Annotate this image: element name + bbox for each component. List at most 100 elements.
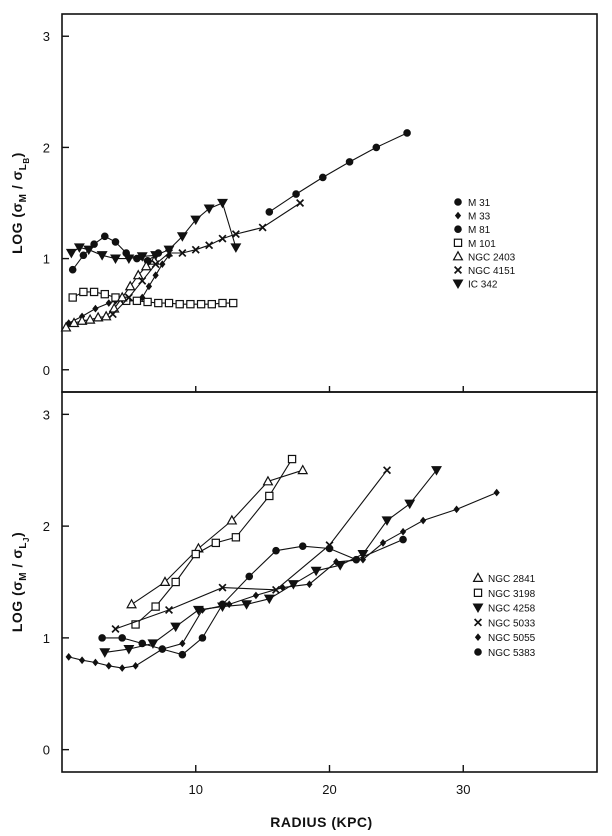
data-point — [218, 298, 227, 308]
data-point — [287, 580, 299, 590]
data-point — [186, 299, 195, 309]
legend-label: NGC 2841 — [488, 574, 536, 585]
legend-label: NGC 5055 — [488, 633, 536, 644]
data-point — [191, 549, 200, 559]
data-point — [359, 555, 367, 564]
y-title-part: LOG (σ — [9, 581, 25, 632]
data-point — [100, 289, 109, 299]
data-point — [136, 252, 148, 262]
data-point — [124, 293, 133, 302]
data-point — [196, 299, 206, 309]
legend-marker — [452, 250, 464, 261]
y-axis-title: LOG (σM / σLB) — [9, 152, 31, 254]
data-point — [92, 304, 99, 313]
data-point — [65, 248, 77, 259]
x-axis-title: RADIUS (KPC) — [270, 814, 372, 830]
data-point — [171, 577, 180, 587]
data-point — [333, 558, 340, 566]
data-point — [138, 276, 147, 285]
data-point — [217, 198, 228, 209]
legend-label: NGC 3198 — [488, 589, 536, 600]
data-point — [99, 648, 111, 658]
y-title-subscript: M — [18, 572, 29, 581]
legend-marker — [453, 238, 463, 247]
data-point — [297, 464, 309, 475]
plot-frame — [61, 13, 598, 393]
data-point — [218, 583, 227, 592]
data-point — [191, 245, 200, 254]
legend-marker — [473, 588, 483, 598]
data-point — [76, 315, 88, 325]
series-line — [71, 202, 237, 260]
data-point — [158, 645, 167, 653]
data-point — [231, 230, 240, 239]
data-point — [108, 310, 117, 319]
data-point — [205, 241, 214, 250]
data-point — [218, 234, 227, 243]
y-title-part: LOG (σ — [9, 202, 25, 253]
data-point — [176, 232, 188, 242]
data-point — [245, 572, 254, 581]
y-title-subscript: J — [22, 537, 31, 542]
data-point — [111, 238, 120, 246]
series-line — [131, 469, 303, 605]
data-point — [252, 591, 260, 600]
data-point — [151, 602, 160, 611]
data-point — [79, 251, 88, 260]
data-point — [258, 223, 267, 232]
data-point — [263, 594, 275, 605]
y-title-subscript: L — [18, 164, 29, 171]
data-point — [383, 466, 392, 475]
y-title-part: ) — [9, 532, 25, 537]
legend-marker — [454, 211, 462, 220]
series-m-101 — [68, 287, 238, 309]
data-point — [143, 297, 152, 307]
series-ic-342 — [65, 198, 242, 264]
data-point — [131, 620, 140, 629]
data-point — [110, 254, 121, 264]
data-point — [105, 661, 112, 670]
data-point — [287, 454, 297, 464]
data-point — [159, 576, 171, 587]
data-point — [132, 269, 144, 280]
legend-label: IC 342 — [468, 280, 498, 291]
data-point — [83, 245, 95, 256]
data-point — [170, 622, 182, 633]
y-tick-label: 0 — [43, 743, 50, 758]
data-point — [372, 143, 381, 152]
y-tick-label: 0 — [43, 363, 50, 378]
data-point — [379, 539, 387, 547]
series-ngc-4151 — [108, 198, 305, 319]
data-point — [420, 516, 427, 525]
series-ngc-2841 — [126, 464, 309, 609]
legend-label: NGC 5033 — [488, 618, 536, 629]
data-point — [381, 516, 393, 526]
data-point — [403, 129, 411, 137]
y-tick-label: 3 — [43, 407, 50, 422]
data-point — [118, 634, 126, 642]
data-point — [119, 664, 126, 672]
data-point — [292, 190, 300, 198]
legend-marker — [453, 265, 463, 275]
x-tick-label: 30 — [456, 782, 470, 797]
data-point — [147, 639, 159, 649]
y-title-subscript: L — [18, 542, 29, 549]
legend-marker — [472, 603, 484, 614]
data-point — [151, 260, 160, 269]
y-title-part: / σ — [9, 170, 25, 193]
legend-marker — [474, 633, 482, 642]
data-point — [404, 499, 416, 510]
y-tick-label: 1 — [43, 631, 50, 646]
series-line — [268, 132, 408, 213]
legend-label: M 101 — [468, 239, 496, 250]
legend-label: NGC 4258 — [488, 604, 536, 615]
data-point — [325, 544, 334, 553]
data-point — [262, 475, 274, 486]
data-point — [79, 287, 88, 297]
data-point — [296, 198, 305, 208]
data-point — [231, 533, 241, 542]
legend-marker — [454, 225, 462, 234]
data-point — [68, 293, 77, 302]
data-point — [163, 245, 175, 256]
